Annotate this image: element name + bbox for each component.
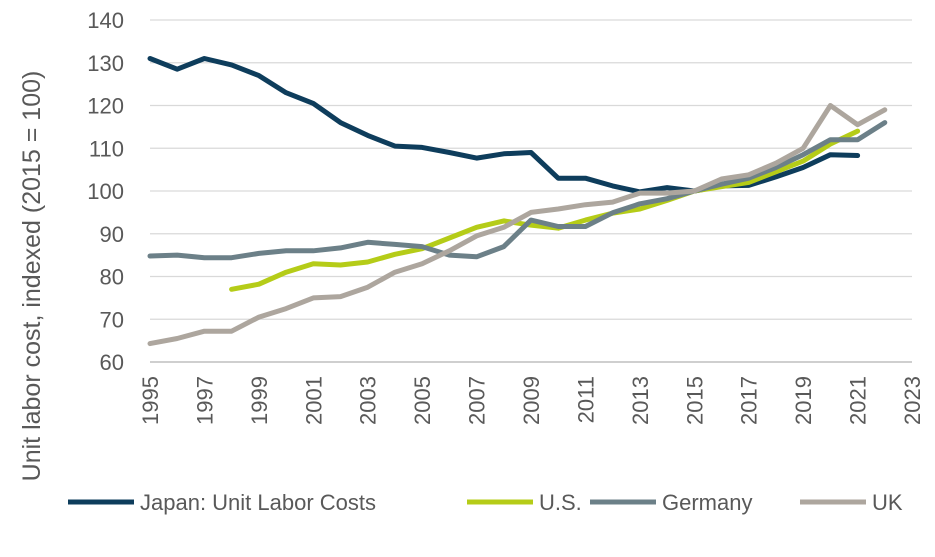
x-tick-label: 2001: [301, 376, 326, 425]
x-tick-label: 2013: [628, 376, 653, 425]
y-tick-label: 60: [100, 350, 124, 375]
x-tick-label: 2019: [791, 376, 816, 425]
y-tick-label: 110: [89, 136, 124, 161]
x-tick-label: 2007: [465, 376, 490, 425]
legend-label: U.S.: [539, 490, 582, 515]
x-tick-label: 2021: [846, 376, 871, 425]
legend-label: Germany: [662, 490, 752, 515]
x-tick-labels: 1995 1997 1999 2001 2003 2005 2007 2009 2011 2013…: [138, 376, 925, 425]
x-tick-label: 2011: [573, 376, 598, 423]
y-tick-labels: 60 70 80 90 100 110 120 130 140: [87, 8, 124, 375]
y-tick-label: 100: [87, 179, 124, 204]
x-tick-label: 2015: [682, 376, 707, 425]
x-tick-label: 2003: [356, 376, 381, 425]
x-tick-label: 2005: [410, 376, 435, 425]
y-axis-label: Unit labor cost, indexed (2015 = 100): [18, 71, 46, 482]
series-line-uk: [147, 103, 888, 347]
legend-label: Japan: Unit Labor Costs: [140, 490, 376, 515]
x-tick-label: 1995: [138, 376, 163, 425]
series-line-u-s: [229, 128, 861, 292]
x-tick-label: 2023: [900, 376, 925, 425]
x-tick-label: 2009: [519, 376, 544, 425]
y-tick-label: 130: [87, 51, 124, 76]
series-lines: [147, 56, 888, 347]
series-line-germany: [147, 120, 888, 261]
legend: Japan: Unit Labor Costs U.S. Germany UK: [68, 490, 903, 515]
y-tick-label: 140: [87, 8, 124, 33]
x-tick-label: 1997: [192, 376, 217, 425]
x-tick-label: 1999: [247, 376, 272, 425]
y-tick-label: 90: [100, 222, 124, 247]
y-tick-label: 120: [87, 94, 124, 119]
y-tick-label: 80: [100, 265, 124, 290]
x-tick-label: 2017: [737, 376, 762, 425]
y-tick-label: 70: [100, 307, 124, 332]
legend-label: UK: [872, 490, 903, 515]
